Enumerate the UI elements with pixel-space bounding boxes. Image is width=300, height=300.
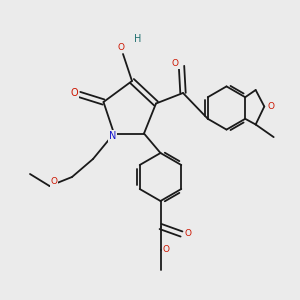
Text: N: N <box>109 131 116 141</box>
Text: O: O <box>172 59 179 68</box>
Text: O: O <box>184 229 192 238</box>
Text: O: O <box>50 177 58 186</box>
Text: O: O <box>70 88 78 98</box>
Text: O: O <box>162 245 169 254</box>
Text: O: O <box>117 43 124 52</box>
Text: O: O <box>267 102 274 111</box>
Text: H: H <box>134 34 141 44</box>
